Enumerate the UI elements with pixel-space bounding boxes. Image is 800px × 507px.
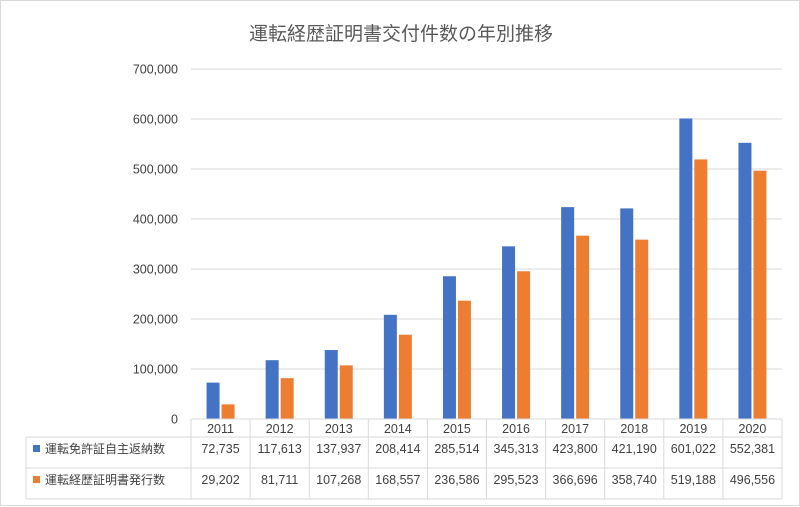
data-table: 2011 2012 2013 2014 2015 2016 2017 2018 2019 2020… bbox=[25, 418, 783, 500]
x-category-label: 2015 bbox=[443, 422, 471, 436]
chart-title: 運転経歴証明書交付件数の年別推移 bbox=[249, 23, 553, 45]
table-cell-value: 285,514 bbox=[434, 442, 479, 456]
table-cell-value: 168,557 bbox=[375, 473, 420, 487]
bar-voluntary-return bbox=[442, 276, 456, 419]
table-cell-value: 72,735 bbox=[201, 442, 239, 456]
y-tick-label: 0 bbox=[171, 413, 178, 427]
bar-certificate-issued bbox=[398, 334, 412, 419]
table-cell-value: 236,586 bbox=[434, 473, 479, 487]
table-cell-value: 81,711 bbox=[261, 473, 298, 487]
x-category-label: 2018 bbox=[620, 422, 648, 436]
table-cell-value: 117,613 bbox=[258, 442, 302, 456]
bar-certificate-issued bbox=[576, 235, 590, 419]
bar-voluntary-return bbox=[620, 208, 634, 419]
table-cell-value: 208,414 bbox=[375, 442, 420, 456]
x-category-label: 2020 bbox=[739, 422, 767, 436]
bar-voluntary-return bbox=[502, 246, 516, 419]
x-category-label: 2016 bbox=[502, 422, 530, 436]
x-category-label: 2019 bbox=[679, 422, 707, 436]
x-category-label: 2014 bbox=[384, 422, 412, 436]
x-category-label: 2012 bbox=[266, 422, 294, 436]
y-tick-label: 100,000 bbox=[133, 363, 178, 377]
bar-certificate-issued bbox=[280, 378, 294, 419]
y-tick-label: 300,000 bbox=[133, 263, 178, 277]
table-cell-value: 107,268 bbox=[316, 473, 361, 487]
x-category-label: 2011 bbox=[207, 422, 234, 436]
legend-swatch bbox=[33, 445, 40, 452]
table-cell-value: 496,556 bbox=[730, 473, 775, 487]
bar-voluntary-return bbox=[561, 207, 575, 419]
table-cell-value: 366,696 bbox=[553, 473, 598, 487]
bar-certificate-issued bbox=[635, 239, 649, 419]
y-tick-label: 600,000 bbox=[133, 113, 178, 127]
legend-swatch bbox=[33, 476, 40, 483]
bar-voluntary-return bbox=[679, 118, 693, 419]
y-axis-ticks: 0 100,000 200,000 300,000 400,000 500,000 600,… bbox=[133, 63, 178, 427]
y-tick-label: 700,000 bbox=[133, 63, 178, 77]
x-category-label: 2017 bbox=[561, 422, 589, 436]
table-cell-value: 421,190 bbox=[612, 442, 657, 456]
y-tick-label: 400,000 bbox=[133, 213, 178, 227]
table-cell-value: 358,740 bbox=[612, 473, 657, 487]
table-cell-value: 552,381 bbox=[730, 442, 775, 456]
legend-series-name: 運転免許証自主返納数 bbox=[45, 441, 165, 456]
legend-series-name: 運転経歴証明書発行数 bbox=[45, 472, 165, 487]
bar-voluntary-return bbox=[206, 382, 220, 419]
table-cell-value: 601,022 bbox=[671, 442, 716, 456]
bars bbox=[206, 118, 767, 419]
table-cell-value: 345,313 bbox=[493, 442, 538, 456]
table-cell-value: 423,800 bbox=[553, 442, 598, 456]
table-cell-value: 295,523 bbox=[493, 473, 538, 487]
table-cell-value: 137,937 bbox=[316, 442, 361, 456]
bar-certificate-issued bbox=[753, 170, 767, 419]
gridlines bbox=[191, 68, 782, 370]
bar-voluntary-return bbox=[265, 360, 279, 419]
bar-certificate-issued bbox=[339, 365, 353, 419]
table-cell-value: 519,188 bbox=[671, 473, 716, 487]
bar-certificate-issued bbox=[694, 159, 708, 419]
bar-certificate-issued bbox=[221, 404, 235, 419]
bar-voluntary-return bbox=[738, 142, 752, 419]
bar-voluntary-return bbox=[324, 350, 338, 419]
bar-certificate-issued bbox=[517, 271, 531, 419]
bar-voluntary-return bbox=[383, 314, 397, 419]
x-category-label: 2013 bbox=[325, 422, 353, 436]
y-tick-label: 200,000 bbox=[133, 313, 178, 327]
table-cell-value: 29,202 bbox=[201, 473, 239, 487]
bar-certificate-issued bbox=[457, 300, 471, 419]
y-tick-label: 500,000 bbox=[133, 163, 178, 177]
